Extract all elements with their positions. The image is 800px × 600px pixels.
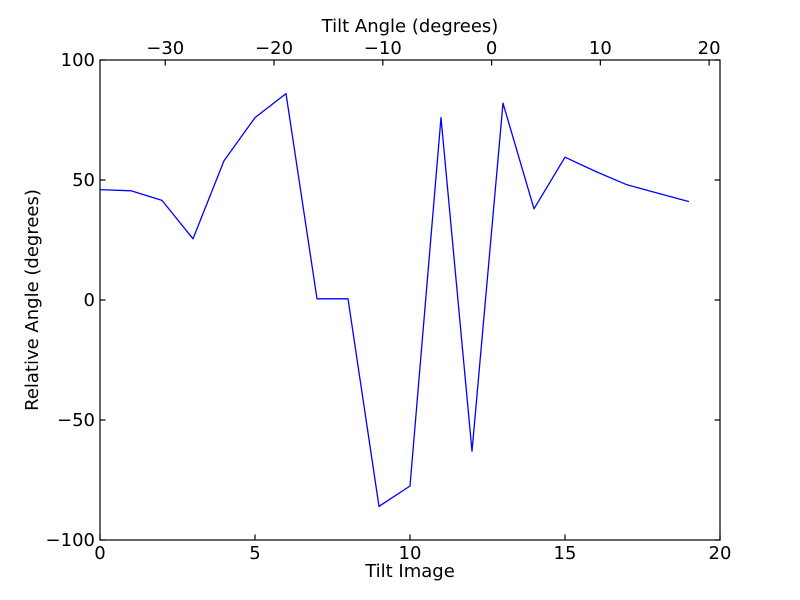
x-tick-label: 5	[249, 543, 260, 564]
top-tick-label: 0	[486, 38, 497, 59]
top-axis-label: Tilt Angle (degrees)	[321, 16, 499, 37]
x-tick-label: 20	[709, 543, 732, 564]
x-axis-label: Tilt Image	[364, 561, 455, 582]
x-tick-label: 15	[554, 543, 577, 564]
top-tick-label: −10	[364, 38, 402, 59]
data-line-relative-angle	[99, 92, 690, 508]
top-tick-label: 10	[589, 38, 612, 59]
y-tick-label: −100	[46, 530, 95, 551]
y-tick-label: −50	[57, 410, 95, 431]
y-tick-label: 50	[72, 170, 95, 191]
x-tick-label: 10	[399, 543, 422, 564]
plot-border	[99, 59, 721, 541]
y-tick-label: 100	[61, 50, 95, 71]
top-tick-label: −20	[255, 38, 293, 59]
top-tick-label: 20	[698, 38, 721, 59]
top-tick-label: −30	[146, 38, 184, 59]
y-tick-label: 0	[84, 290, 95, 311]
x-tick-label: 0	[94, 543, 105, 564]
y-axis-label: Relative Angle (degrees)	[22, 189, 43, 411]
